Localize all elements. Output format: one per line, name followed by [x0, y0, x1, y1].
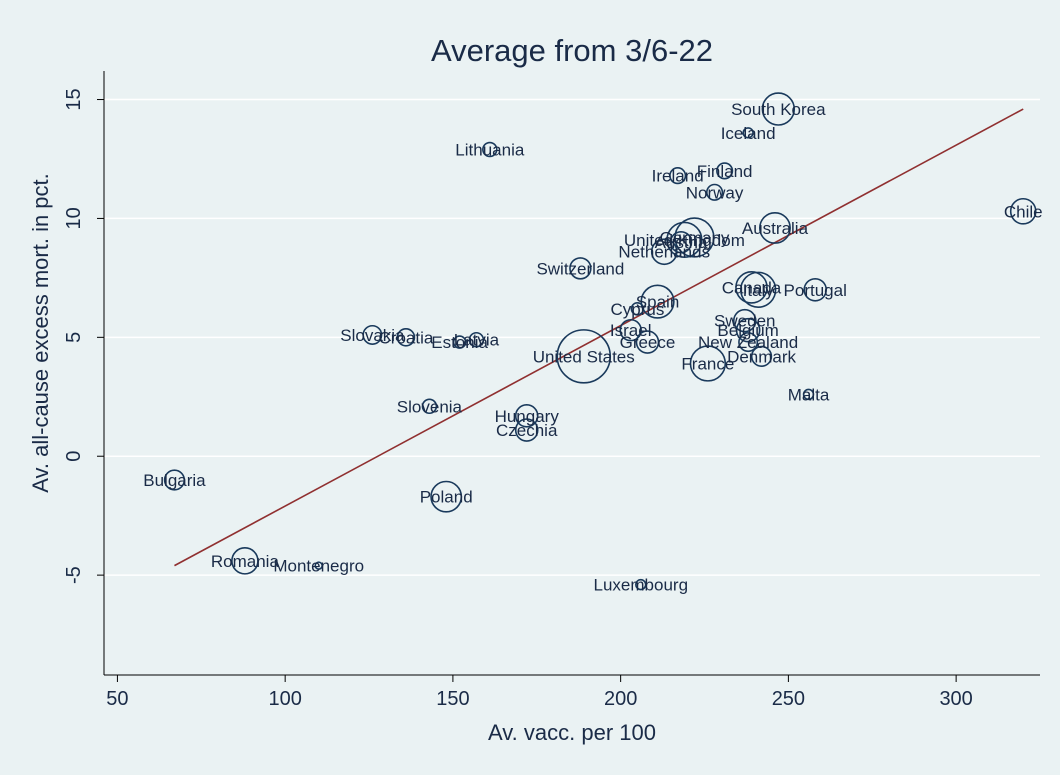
point-label: Netherlands [618, 243, 710, 262]
point-label: Cyprus [610, 300, 664, 319]
bubble-point [759, 211, 791, 244]
bubble-point [362, 324, 383, 345]
point-label: Bulgaria [143, 471, 206, 490]
point-label: Belgium [717, 321, 778, 340]
point-label: Denmark [727, 347, 796, 366]
point-label: United Kingdom [624, 231, 745, 250]
point-label: Israel [610, 321, 652, 340]
bubble-point [569, 257, 592, 280]
bubble-point [750, 345, 773, 367]
point-label: Latvia [454, 331, 500, 350]
point-label: Austria [655, 233, 708, 252]
point-label: South Korea [731, 100, 826, 119]
point-label: New Zealand [698, 333, 798, 352]
point-label: Chile [1004, 202, 1043, 221]
point-label: Slovakia [340, 326, 405, 345]
y-tick-label: 15 [63, 88, 85, 110]
point-label: Poland [420, 488, 473, 507]
point-label: Romania [211, 552, 280, 571]
bubble-point [163, 469, 186, 491]
bubble-point [314, 561, 323, 570]
point-label: Hungary [495, 407, 560, 426]
bubble-point [738, 332, 759, 353]
point-label: Montenegro [273, 557, 364, 576]
x-tick-label: 100 [268, 688, 301, 710]
point-label: Malta [788, 385, 830, 404]
plot-area [104, 71, 1040, 675]
bubble-point [630, 301, 645, 316]
point-label: Finland [697, 162, 753, 181]
bubble-point [635, 330, 660, 354]
chart-title: Average from 3/6-22 [431, 33, 713, 68]
point-label: Australia [742, 219, 809, 238]
y-tick-label: 10 [63, 207, 85, 229]
point-label: Switzerland [536, 259, 624, 278]
x-tick-label: 200 [604, 688, 637, 710]
bubble-point [231, 547, 259, 575]
point-label: Italy [743, 281, 775, 300]
bubble-point [716, 162, 734, 180]
point-label: Iceland [721, 124, 776, 143]
bubbles [163, 92, 1037, 591]
bubble-point [421, 398, 438, 415]
bubble-point [761, 92, 796, 126]
bubble-point [482, 141, 498, 158]
point-label: Greece [620, 333, 676, 352]
fit-line [174, 108, 1024, 567]
point-label: Canada [722, 278, 782, 297]
fit-line-group [174, 108, 1024, 567]
x-tick-label: 300 [939, 688, 972, 710]
y-tick-label: -5 [63, 566, 85, 584]
x-tick-label: 250 [772, 688, 805, 710]
bubble-point [802, 388, 815, 401]
point-label: United States [533, 347, 635, 366]
y-tick-label: 0 [63, 451, 85, 462]
point-label: Sweden [714, 312, 775, 331]
bubble-point [689, 345, 727, 382]
bubble-point [640, 284, 675, 319]
point-label: Portugal [784, 281, 847, 300]
x-tick-label: 50 [106, 688, 128, 710]
bubble-point [619, 318, 642, 342]
point-label: France [681, 354, 734, 373]
bubble-point [556, 329, 612, 384]
point-label: Czechia [496, 421, 558, 440]
bubble-point [803, 277, 828, 302]
point-label: Luxembourg [594, 576, 689, 595]
point-labels: South Korea Iceland Lithuania FinlandIrelan… [143, 100, 1042, 595]
axes: -5 0 5 10 15 50 100 150 200 250 300 [63, 71, 1040, 710]
bubble-point [742, 127, 754, 139]
point-label: Lithuania [455, 140, 525, 159]
bubble-point [1009, 197, 1037, 225]
bubble-point [740, 271, 777, 308]
point-label: Germany [659, 228, 729, 247]
point-label: Norway [686, 183, 744, 202]
bubble-point [430, 480, 463, 513]
point-label: Ireland [652, 167, 704, 186]
bubble-point [735, 317, 761, 343]
point-label: Estonia [431, 333, 488, 352]
point-label: Spain [636, 293, 679, 312]
bubble-point [650, 238, 678, 266]
bubble-point [669, 230, 693, 254]
bubble-point [396, 328, 416, 347]
point-label: Slovenia [397, 397, 463, 416]
bubble-point [635, 578, 647, 591]
bubble-point [706, 183, 724, 201]
x-tick-label: 150 [436, 688, 469, 710]
bubble-point [468, 331, 485, 348]
y-tick-label: 5 [63, 332, 85, 343]
bubble-point [669, 167, 687, 185]
bubble-point [514, 418, 539, 442]
x-axis-label: Av. vacc. per 100 [488, 720, 656, 745]
bubble-point [514, 404, 539, 428]
bubble-point [452, 335, 467, 349]
bubble-point [674, 217, 715, 258]
point-label: Croatia [379, 328, 434, 347]
bubble-point [735, 271, 768, 304]
gridlines [104, 98, 1040, 576]
y-axis-label: Av. all-cause excess mort. in pct. [28, 173, 53, 493]
